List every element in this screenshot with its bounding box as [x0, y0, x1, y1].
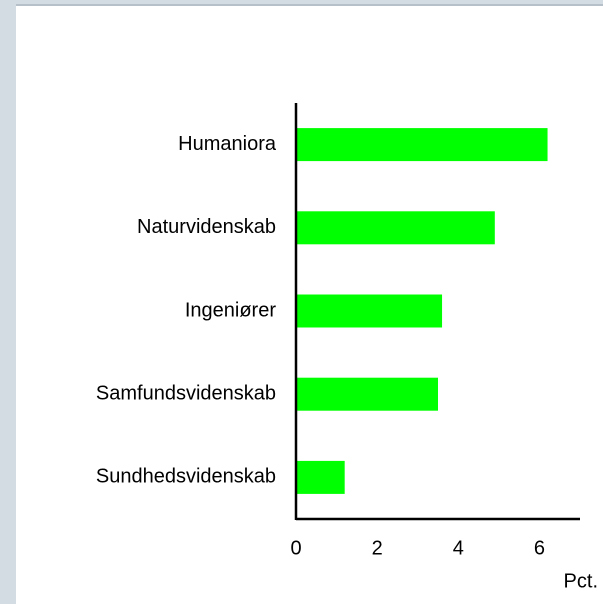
- x-tick-label: 4: [453, 537, 464, 559]
- x-tick-label: 0: [290, 537, 301, 559]
- bar: [296, 294, 443, 328]
- x-axis-label: Pct.: [564, 570, 598, 592]
- y-tick-label: Ingeniører: [185, 299, 276, 321]
- y-tick-label: Sundhedsvidenskab: [96, 466, 276, 488]
- x-tick-label: 6: [534, 537, 545, 559]
- y-tick-label: Humaniora: [178, 133, 277, 155]
- y-tick-label: Naturvidenskab: [137, 216, 276, 238]
- bar: [296, 128, 548, 162]
- bar: [296, 211, 495, 245]
- bar: [296, 377, 438, 411]
- x-tick-label: 2: [372, 537, 383, 559]
- bar: [296, 460, 345, 494]
- y-tick-label: Samfundsvidenskab: [96, 382, 276, 404]
